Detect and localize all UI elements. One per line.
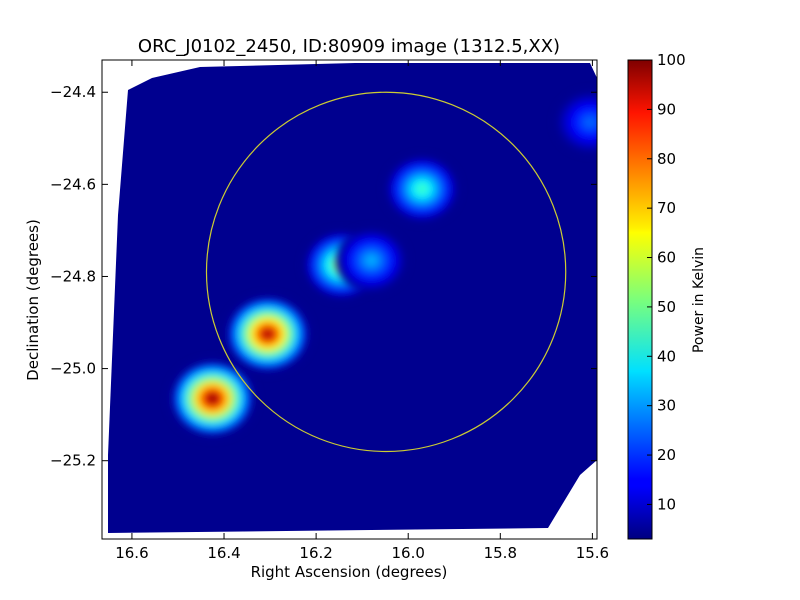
source-blob bbox=[384, 155, 460, 223]
colorbar-tick-label: 90 bbox=[657, 100, 676, 118]
colorbar-tick-label: 10 bbox=[657, 495, 676, 513]
y-axis: −24.4 −24.6 −24.8 −25.0 −25.2 bbox=[50, 83, 597, 470]
x-tick-label: 16.0 bbox=[392, 544, 425, 562]
y-tick-label: −24.8 bbox=[50, 267, 96, 285]
y-tick-label: −25.0 bbox=[50, 360, 96, 378]
x-axis-label: Right Ascension (degrees) bbox=[251, 563, 448, 581]
source-blob bbox=[555, 90, 597, 154]
map-background bbox=[108, 63, 597, 533]
source-group bbox=[168, 90, 597, 439]
source-blob bbox=[168, 358, 257, 439]
chart-title: ORC_J0102_2450, ID:80909 image (1312.5,X… bbox=[138, 36, 560, 57]
colorbar-tick-label: 70 bbox=[657, 199, 676, 217]
y-axis-label: Declination (degrees) bbox=[24, 219, 42, 381]
y-tick-label: −24.6 bbox=[50, 175, 96, 193]
colorbar-tick-label: 100 bbox=[657, 51, 686, 69]
y-tick-label: −24.4 bbox=[50, 83, 96, 101]
colorbar-tick-label: 80 bbox=[657, 150, 676, 168]
selection-circle bbox=[205, 91, 567, 453]
source-blob bbox=[335, 228, 407, 293]
x-tick-label: 16.4 bbox=[207, 544, 240, 562]
plot-frame bbox=[101, 59, 598, 540]
plot-area bbox=[108, 63, 597, 533]
colorbar-tick-label: 40 bbox=[657, 347, 676, 365]
colorbar-tick-label: 60 bbox=[657, 249, 676, 267]
colorbar bbox=[627, 59, 653, 540]
x-tick-label: 15.6 bbox=[576, 544, 609, 562]
colorbar-tick-label: 30 bbox=[657, 397, 676, 415]
colorbar-tick-label: 50 bbox=[657, 298, 676, 316]
x-tick-label: 15.8 bbox=[484, 544, 517, 562]
colorbar-ticks: 10 20 30 40 50 60 70 80 90 100 bbox=[647, 51, 686, 513]
x-tick-label: 16.6 bbox=[115, 544, 148, 562]
x-tick-label: 16.2 bbox=[299, 544, 332, 562]
colorbar-tick-label: 20 bbox=[657, 446, 676, 464]
y-tick-label: −25.2 bbox=[50, 452, 96, 470]
source-blob bbox=[224, 294, 312, 374]
x-axis: 16.6 16.4 16.2 16.0 15.8 15.6 bbox=[115, 60, 609, 562]
colorbar-label: Power in Kelvin bbox=[691, 247, 707, 353]
